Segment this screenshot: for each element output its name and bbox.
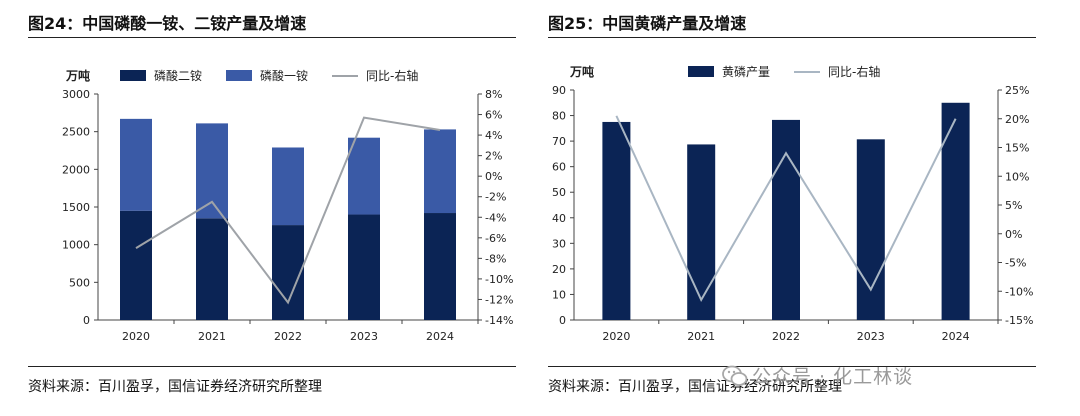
legend-swatch-磷酸二铵 — [120, 70, 146, 81]
right-tick-label: 20% — [1005, 113, 1029, 126]
right-tick-label: 5% — [1005, 199, 1022, 212]
left-tick-label: 0 — [559, 314, 566, 327]
left-tick-label: 20 — [552, 263, 566, 276]
left-tick-label: 3000 — [62, 88, 90, 101]
right-tick-label: 8% — [485, 88, 502, 101]
x-tick-label: 2023 — [857, 330, 885, 343]
figure-25-top-rule — [548, 37, 1036, 38]
figure-25-bottom-rule — [548, 366, 1036, 367]
x-tick-label: 2021 — [198, 330, 226, 343]
left-tick-label: 70 — [552, 135, 566, 148]
right-tick-label: -10% — [1005, 285, 1033, 298]
figure-24-top-rule — [28, 37, 516, 38]
bar-磷酸二铵-2023 — [348, 214, 380, 320]
left-tick-label: 30 — [552, 237, 566, 250]
left-tick-label: 1000 — [62, 239, 90, 252]
figure-24-bottom-rule — [28, 366, 516, 367]
left-tick-label: 10 — [552, 288, 566, 301]
right-tick-label: -5% — [1005, 257, 1026, 270]
figure-25-chart: 0 10 20 30 40 50 60 70 80 90 -15% -10% -5% 0% 5% 10% 15%… — [552, 64, 1033, 343]
legend-label-磷酸一铵: 磷酸一铵 — [260, 68, 308, 83]
bar-磷酸一铵-2023 — [348, 137, 380, 215]
right-tick-label: 4% — [485, 129, 502, 142]
x-tick-label: 2020 — [122, 330, 150, 343]
bar-黄磷产量-2021 — [687, 144, 716, 320]
legend-label-同比-右轴: 同比-右轴 — [366, 68, 418, 83]
x-tick-label: 2022 — [772, 330, 800, 343]
bar-黄磷产量-2020 — [602, 121, 631, 320]
left-tick-label: 0 — [83, 314, 90, 327]
right-tick-label: -14% — [485, 314, 513, 327]
bar-磷酸二铵-2020 — [120, 210, 152, 320]
left-tick-label: 40 — [552, 212, 566, 225]
left-tick-label: 500 — [69, 276, 90, 289]
x-tick-label: 2021 — [687, 330, 715, 343]
bar-磷酸二铵-2021 — [196, 218, 228, 320]
legend-swatch-黄磷产量 — [688, 66, 714, 77]
figure-24-panel: 图24：中国磷酸一铵、二铵产量及增速 0 500 1000 1500 2000 2500 3… — [28, 0, 548, 416]
right-tick-label: -6% — [485, 232, 506, 245]
bar-黄磷产量-2023 — [856, 139, 885, 320]
legend-swatch-磷酸一铵 — [226, 70, 252, 81]
left-tick-label: 80 — [552, 110, 566, 123]
right-tick-label: 2% — [485, 150, 502, 163]
right-tick-label: -8% — [485, 252, 506, 265]
left-tick-label: 50 — [552, 186, 566, 199]
legend-label-黄磷产量: 黄磷产量 — [722, 64, 770, 79]
x-tick-label: 2024 — [942, 330, 970, 343]
left-tick-label: 2500 — [62, 126, 90, 139]
right-tick-label: 10% — [1005, 170, 1029, 183]
bar-磷酸一铵-2021 — [196, 123, 228, 219]
right-tick-label: 15% — [1005, 142, 1029, 155]
bar-磷酸一铵-2020 — [120, 118, 152, 211]
right-tick-label: -2% — [485, 191, 506, 204]
right-tick-label: -10% — [485, 273, 513, 286]
left-tick-label: 2000 — [62, 163, 90, 176]
right-tick-label: -15% — [1005, 314, 1033, 327]
legend-label-同比-右轴: 同比-右轴 — [828, 64, 880, 79]
left-axis-unit: 万吨 — [569, 64, 594, 79]
legend-label-磷酸二铵: 磷酸二铵 — [154, 68, 202, 83]
bar-磷酸一铵-2022 — [272, 147, 304, 226]
figure-24-title: 图24：中国磷酸一铵、二铵产量及增速 — [28, 14, 307, 33]
bar-黄磷产量-2024 — [941, 102, 970, 321]
figure-24-chart: 0 500 1000 1500 2000 2500 3000 -14% -12% -10% -8% -… — [62, 68, 513, 343]
figure-25-panel: 图25：中国黄磷产量及增速 0 10 20 30 40 50 60 70 80 90 -15% -10… — [548, 0, 1068, 416]
watermark-text: 公众号 · 化工林谈 — [752, 366, 914, 388]
x-tick-label: 2020 — [602, 330, 630, 343]
right-tick-label: -12% — [485, 293, 513, 306]
figure-25-source: 资料来源：百川盈孚，国信证券经济研究所整理 — [548, 379, 842, 395]
left-tick-label: 1500 — [62, 201, 90, 214]
bar-黄磷产量-2022 — [772, 119, 800, 321]
figure-24-source: 资料来源：百川盈孚，国信证券经济研究所整理 — [28, 379, 322, 395]
x-tick-label: 2023 — [350, 330, 378, 343]
right-tick-label: 0% — [485, 170, 502, 183]
left-tick-label: 60 — [552, 161, 566, 174]
left-axis-unit: 万吨 — [65, 68, 90, 83]
x-tick-label: 2022 — [274, 330, 302, 343]
figure-25-title: 图25：中国黄磷产量及增速 — [548, 14, 747, 33]
right-tick-label: -4% — [485, 211, 506, 224]
right-tick-label: 6% — [485, 109, 502, 122]
x-tick-label: 2024 — [426, 330, 454, 343]
bar-磷酸二铵-2024 — [424, 213, 456, 320]
bar-磷酸二铵-2022 — [272, 225, 304, 320]
right-tick-label: 0% — [1005, 228, 1022, 241]
right-tick-label: 25% — [1005, 84, 1029, 97]
left-tick-label: 90 — [552, 84, 566, 97]
bar-磷酸一铵-2024 — [424, 129, 456, 214]
wechat-icon — [722, 365, 748, 386]
